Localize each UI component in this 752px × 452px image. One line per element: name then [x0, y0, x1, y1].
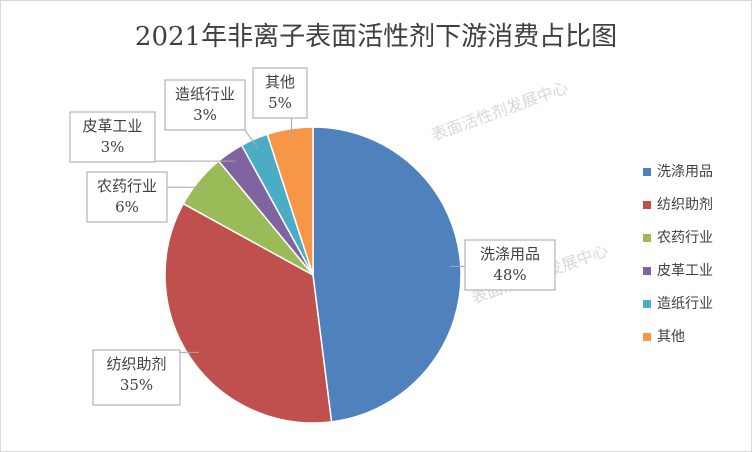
label-category: 其他 — [265, 73, 295, 91]
label-box — [164, 79, 246, 131]
legend-swatch — [643, 300, 651, 308]
pie-slice — [266, 126, 314, 276]
data-label: 6% — [115, 198, 139, 216]
label-category: 农药行业 — [97, 177, 157, 195]
data-label: 5% — [268, 94, 292, 112]
label-category: 皮革工业 — [82, 117, 142, 135]
label-category: 洗涤用品 — [480, 245, 540, 263]
data-label: 3% — [101, 138, 125, 156]
data-label: 3% — [193, 106, 217, 124]
legend-label: 造纸行业 — [657, 296, 713, 312]
legend-label: 皮革工业 — [657, 263, 713, 279]
pie-slice — [164, 202, 333, 424]
leader-line — [244, 129, 259, 149]
legend-label: 纺织助剂 — [657, 197, 713, 213]
pie-slice — [312, 126, 462, 423]
label-box — [464, 239, 556, 291]
label-box — [252, 67, 308, 119]
legend-swatch — [643, 201, 651, 209]
label-box — [86, 171, 168, 223]
legend-label: 洗涤用品 — [657, 164, 713, 180]
label-category: 造纸行业 — [175, 85, 235, 103]
legend-label: 其他 — [657, 329, 685, 345]
label-category: 纺织助剂 — [106, 355, 166, 373]
legend-swatch — [643, 333, 651, 341]
legend-label: 农药行业 — [657, 230, 713, 246]
legend-swatch — [643, 267, 651, 275]
legend-swatch — [643, 234, 651, 242]
data-label: 48% — [493, 266, 526, 284]
label-box — [69, 111, 156, 163]
label-box — [92, 349, 181, 406]
chart-title: 2021年非离子表面活性剂下游消费占比图 — [135, 22, 617, 52]
data-label: 35% — [120, 376, 153, 394]
legend-swatch — [643, 168, 651, 176]
